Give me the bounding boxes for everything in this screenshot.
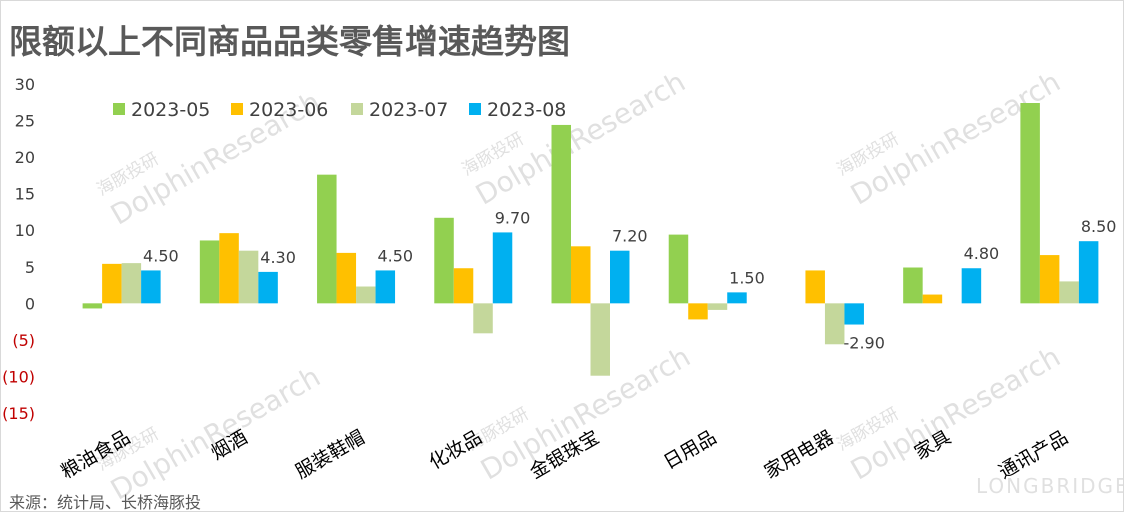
bar-2023-07 bbox=[707, 303, 728, 310]
y-tick-label: 25 bbox=[15, 112, 35, 131]
category-label: 家用电器 bbox=[761, 426, 838, 483]
legend-label: 2023-07 bbox=[369, 99, 448, 121]
bar-2023-07 bbox=[238, 250, 259, 304]
bar-2023-08 bbox=[844, 303, 864, 325]
bar-2023-06 bbox=[102, 263, 122, 304]
legend-swatch bbox=[351, 103, 363, 115]
y-tick-label: 20 bbox=[15, 148, 35, 167]
legend-label: 2023-08 bbox=[487, 99, 566, 121]
bar-2023-07 bbox=[824, 303, 845, 345]
bar-2023-06 bbox=[453, 268, 474, 304]
y-tick-label: (15) bbox=[2, 404, 35, 423]
bar-2023-05 bbox=[551, 124, 571, 304]
legend-swatch bbox=[231, 103, 243, 115]
bar-2023-06 bbox=[336, 252, 357, 304]
bar-2023-07 bbox=[1059, 281, 1079, 304]
bar-2023-07 bbox=[473, 303, 493, 334]
bar-2023-05 bbox=[1020, 103, 1040, 304]
y-tick-label: 10 bbox=[15, 221, 35, 240]
bar-2023-08 bbox=[258, 271, 278, 304]
bar-2023-05 bbox=[434, 217, 454, 304]
bar-2023-07 bbox=[356, 286, 376, 304]
chart-title: 限额以上不同商品品类零售增速趋势图 bbox=[9, 22, 570, 61]
category-label: 化妆品 bbox=[425, 426, 485, 474]
bar-2023-07 bbox=[590, 303, 610, 376]
data-label: 4.80 bbox=[964, 244, 1000, 263]
data-label: 4.30 bbox=[260, 248, 296, 267]
bar-2023-08 bbox=[141, 270, 161, 304]
category-label: 日用品 bbox=[660, 426, 720, 474]
bar-2023-08 bbox=[727, 292, 747, 304]
y-tick-label: 0 bbox=[25, 294, 35, 313]
legend-label: 2023-06 bbox=[249, 99, 328, 121]
legend-swatch bbox=[469, 103, 481, 115]
data-label: 8.50 bbox=[1081, 217, 1117, 236]
legend-swatch bbox=[113, 103, 125, 115]
bar-2023-08 bbox=[1078, 241, 1099, 304]
bar-2023-06 bbox=[922, 294, 943, 304]
chart-source: 来源：统计局、长桥海豚投 bbox=[9, 493, 202, 512]
data-label: 4.50 bbox=[143, 246, 179, 265]
y-tick-label: (10) bbox=[2, 367, 35, 386]
bar-2023-06 bbox=[1039, 255, 1060, 304]
y-tick-label: 30 bbox=[15, 75, 35, 94]
bar-2023-06 bbox=[688, 303, 708, 320]
data-label: -2.90 bbox=[843, 334, 884, 353]
bar-2023-07 bbox=[121, 263, 142, 304]
bar-2023-05 bbox=[82, 303, 103, 309]
data-label: 9.70 bbox=[495, 208, 531, 227]
bar-2023-08 bbox=[961, 268, 982, 304]
bar-2023-06 bbox=[805, 270, 825, 304]
data-label: 4.50 bbox=[377, 246, 413, 265]
data-label: 7.20 bbox=[612, 227, 648, 246]
bar-2023-05 bbox=[903, 267, 923, 304]
bar-2023-05 bbox=[668, 234, 689, 304]
data-label: 1.50 bbox=[729, 268, 765, 287]
bar-2023-05 bbox=[199, 240, 220, 304]
bar-2023-06 bbox=[219, 233, 239, 304]
bar-2023-08 bbox=[492, 232, 513, 304]
bar-2023-06 bbox=[571, 246, 591, 304]
watermark-longbridge: LONGBRIDGE bbox=[976, 474, 1123, 498]
y-tick-label: (5) bbox=[12, 331, 35, 350]
legend-label: 2023-05 bbox=[131, 99, 210, 121]
y-tick-label: 5 bbox=[25, 258, 35, 277]
category-label: 服装鞋帽 bbox=[292, 426, 369, 483]
bar-2023-08 bbox=[610, 250, 630, 304]
bar-2023-08 bbox=[375, 270, 396, 304]
bar-2023-05 bbox=[317, 174, 337, 304]
y-tick-label: 15 bbox=[15, 185, 35, 204]
